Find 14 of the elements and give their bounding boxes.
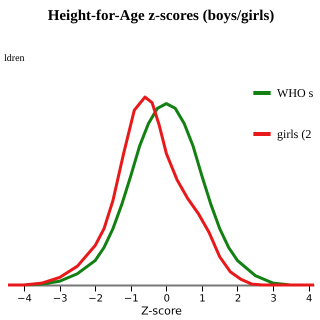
x-tick-label: −3 bbox=[52, 294, 68, 304]
x-axis-title: Z-score bbox=[141, 304, 182, 318]
x-tick-label: 3 bbox=[270, 294, 277, 304]
x-tick-label: 2 bbox=[234, 294, 242, 304]
text: ldren bbox=[4, 53, 25, 64]
chart-title: Height-for-Age z-scores (boys/girls) bbox=[48, 8, 274, 24]
legend-label: girls (2 bbox=[277, 127, 312, 141]
x-tick-label: 4 bbox=[306, 294, 312, 304]
x-tick-label: 0 bbox=[164, 294, 170, 304]
legend-label: WHO s bbox=[277, 86, 314, 100]
x-tick-label: 1 bbox=[199, 294, 206, 304]
x-tick-label: −4 bbox=[17, 294, 32, 304]
x-tick-label: −1 bbox=[124, 294, 139, 304]
x-tick-label: −2 bbox=[88, 294, 104, 304]
